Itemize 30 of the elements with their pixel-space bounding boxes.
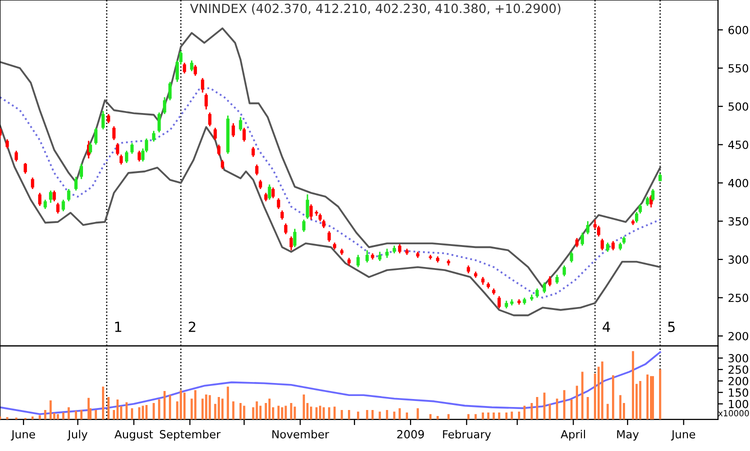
x-tick-label: 2009 bbox=[397, 430, 424, 438]
y-tick-label: 550 bbox=[728, 64, 748, 72]
y-tick-label: 350 bbox=[728, 217, 748, 226]
y-tick-label: 300 bbox=[728, 255, 748, 264]
x-tick-label: July bbox=[67, 430, 88, 441]
x-tick-label: June bbox=[10, 430, 36, 441]
y-axis-title: x10000 bbox=[718, 410, 749, 416]
y-tick-label: 100 bbox=[728, 400, 748, 408]
chart-title: VNINDEX (402.370, 412.210, 402.230, 410.380, +10.2900) bbox=[190, 3, 560, 15]
x-tick-label: November bbox=[272, 430, 330, 438]
ref-line-label: 2 bbox=[188, 322, 196, 332]
y-tick-label: 150 bbox=[728, 388, 748, 397]
y-tick-label: 500 bbox=[728, 102, 748, 111]
x-tick-label: February bbox=[443, 430, 491, 441]
y-tick-label: 200 bbox=[728, 332, 748, 340]
y-tick-label: 250 bbox=[728, 365, 748, 374]
ref-line-label: 1 bbox=[115, 322, 122, 332]
y-tick-label: 250 bbox=[728, 294, 748, 302]
x-tick-label: June bbox=[670, 430, 696, 441]
ref-line-label: 5 bbox=[668, 322, 675, 332]
x-tick-label: May bbox=[617, 430, 639, 441]
x-tick-label: April bbox=[560, 430, 585, 441]
ref-line-label: 4 bbox=[602, 322, 610, 332]
y-tick-label: 200 bbox=[728, 376, 748, 386]
y-tick-label: 400 bbox=[728, 178, 748, 188]
y-tick-label: 450 bbox=[728, 140, 748, 150]
x-tick-label: September bbox=[160, 430, 221, 441]
y-tick-label: 300 bbox=[728, 354, 748, 362]
x-tick-label: August bbox=[114, 430, 154, 441]
y-tick-label: 600 bbox=[728, 26, 748, 34]
